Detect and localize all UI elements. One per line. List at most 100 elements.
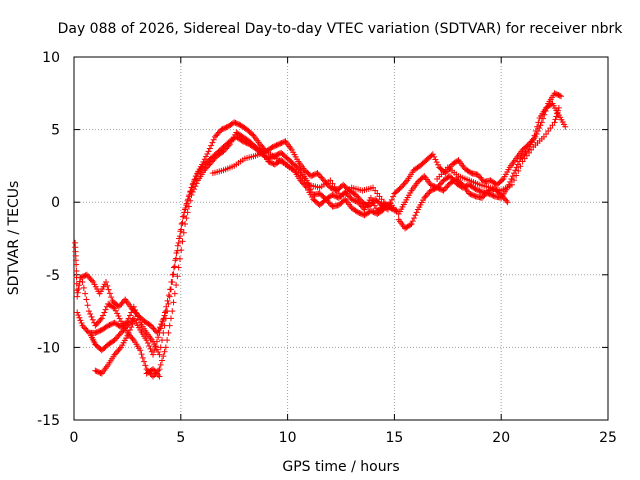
plot-frame	[73, 56, 609, 421]
data-point	[256, 141, 263, 148]
data-point	[203, 153, 210, 160]
data-point	[132, 306, 139, 313]
data-point	[517, 163, 524, 170]
data-point	[333, 187, 340, 194]
data-point	[156, 329, 163, 336]
y-tick-label: 5	[51, 123, 60, 139]
data-point	[562, 123, 569, 130]
data-point	[97, 316, 104, 323]
data-point	[458, 180, 465, 187]
data-point	[490, 192, 497, 199]
data-point	[76, 282, 83, 289]
data-point	[214, 130, 221, 137]
data-point	[112, 335, 119, 342]
data-point	[96, 328, 103, 335]
data-point	[161, 348, 168, 355]
data-point	[88, 277, 95, 284]
data-point	[82, 325, 89, 332]
data-point	[328, 185, 335, 192]
data-point	[276, 150, 283, 157]
data-point	[97, 369, 104, 376]
data-point	[188, 191, 195, 198]
data-point	[179, 219, 186, 226]
data-point	[149, 324, 156, 331]
data-point	[215, 129, 222, 136]
data-point	[558, 93, 565, 100]
data-point	[270, 143, 277, 150]
data-point	[329, 180, 336, 187]
data-point	[179, 238, 186, 245]
data-point	[129, 335, 136, 342]
data-point	[422, 193, 429, 200]
data-point	[116, 315, 123, 322]
data-point	[431, 185, 438, 192]
data-point	[232, 119, 239, 126]
data-point	[189, 181, 196, 188]
data-point	[351, 197, 358, 204]
data-point	[87, 276, 94, 283]
data-point	[169, 279, 176, 286]
data-point	[183, 215, 190, 222]
data-point	[135, 316, 142, 323]
data-point	[111, 337, 118, 344]
data-point	[166, 293, 173, 300]
data-point	[319, 175, 326, 182]
chart-title: Day 088 of 2026, Sidereal Day-to-day VTE…	[58, 21, 624, 37]
data-point	[202, 165, 209, 172]
data-point	[159, 357, 166, 364]
data-point	[555, 107, 562, 114]
data-point	[85, 273, 92, 280]
data-point	[356, 200, 363, 207]
data-point	[201, 167, 208, 174]
data-point	[396, 185, 403, 192]
data-point	[152, 369, 159, 376]
data-point	[352, 191, 359, 198]
data-point	[429, 151, 436, 158]
data-point	[106, 322, 113, 329]
data-point	[210, 136, 217, 143]
data-point	[473, 186, 480, 193]
data-point	[281, 138, 288, 145]
data-point	[125, 329, 132, 336]
data-point	[157, 344, 164, 351]
data-point	[326, 200, 333, 207]
data-point	[400, 181, 407, 188]
data-point	[511, 177, 518, 184]
data-point	[74, 289, 81, 296]
data-point	[308, 173, 315, 180]
data-point	[169, 271, 176, 278]
data-point	[425, 190, 432, 197]
data-point	[128, 309, 135, 316]
data-point	[111, 351, 118, 358]
data-point	[233, 120, 240, 127]
data-point	[369, 197, 376, 204]
data-point	[141, 358, 148, 365]
data-point	[332, 193, 339, 200]
data-point	[92, 367, 99, 374]
data-point	[296, 166, 303, 173]
data-point	[348, 196, 355, 203]
data-point	[437, 180, 444, 187]
data-point	[535, 119, 542, 126]
data-point	[151, 367, 158, 374]
data-point	[349, 196, 356, 203]
data-point	[134, 313, 141, 320]
data-point	[176, 255, 183, 262]
data-point	[192, 175, 199, 182]
data-point	[392, 207, 399, 214]
data-point	[94, 319, 101, 326]
data-point	[75, 312, 82, 319]
data-point	[220, 148, 227, 155]
data-point	[225, 142, 232, 149]
data-point	[167, 286, 174, 293]
x-tick-label: 25	[599, 430, 617, 446]
data-point	[114, 348, 121, 355]
data-point	[86, 274, 93, 281]
data-point	[157, 325, 164, 332]
data-point	[126, 319, 133, 326]
data-point	[126, 326, 133, 333]
data-point	[107, 321, 114, 328]
data-point	[170, 271, 177, 278]
data-point	[548, 101, 555, 108]
data-point	[150, 325, 157, 332]
